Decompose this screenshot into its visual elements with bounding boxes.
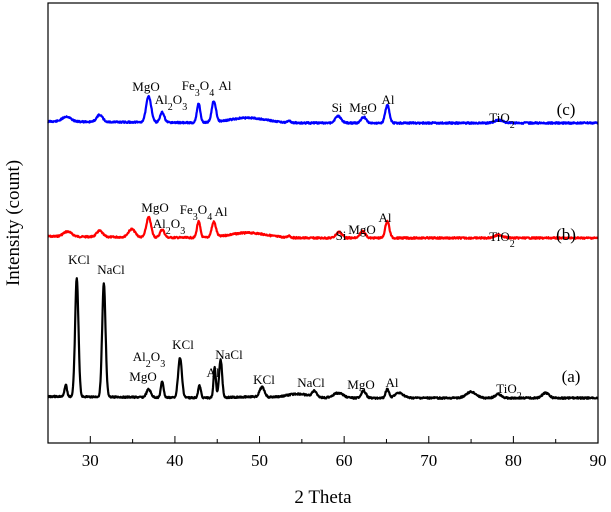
peak-label: MgO (348, 222, 375, 237)
peak-label: NaCl (97, 262, 125, 277)
plot-frame (47, 2, 599, 444)
peak-label: TiO2 (496, 381, 521, 402)
x-tick-label: 80 (505, 451, 522, 470)
peak-label: Al (382, 92, 395, 107)
series-label: (a) (562, 367, 581, 386)
series-layer (47, 94, 599, 400)
peak-label: Al2O3 (153, 216, 185, 237)
peak-label: Al (379, 210, 392, 225)
peak-label: MgO (141, 200, 168, 215)
peak-label: Si (336, 228, 347, 243)
peak-label: Al2O3 (155, 92, 187, 113)
x-tick-label: 60 (336, 451, 353, 470)
x-tick-label: 70 (420, 451, 437, 470)
peak-label: Si (332, 100, 343, 115)
x-tick-label: 50 (251, 451, 268, 470)
peak-label: MgO (347, 377, 374, 392)
series-line-0 (47, 277, 599, 400)
peak-label: Al (215, 204, 228, 219)
peak-label: Fe3O4 (182, 78, 214, 99)
peak-label: NaCl (215, 347, 243, 362)
peak-label: TiO2 (489, 229, 514, 250)
peak-label: TiO2 (489, 110, 514, 131)
series-line-2 (47, 94, 599, 125)
peak-label: Al2O3 (133, 349, 165, 370)
x-tick-label: 30 (82, 451, 99, 470)
y-axis-label: Intensity (count) (3, 160, 24, 286)
series-line-1 (47, 215, 599, 240)
x-tick-label: 90 (590, 451, 607, 470)
peak-label: Al (207, 365, 220, 380)
peak-label: Al (386, 375, 399, 390)
series-label: (b) (556, 225, 576, 244)
peak-label: MgO (129, 369, 156, 384)
peak-label: MgO (132, 79, 159, 94)
peak-label: MgO (349, 100, 376, 115)
series-label: (c) (557, 100, 576, 119)
peak-label: KCl (172, 337, 194, 352)
peak-label: NaCl (297, 375, 325, 390)
peak-label: KCl (253, 372, 275, 387)
peak-label: KCl (68, 252, 90, 267)
x-axis-label: 2 Theta (294, 487, 352, 508)
peak-label: Al (219, 78, 232, 93)
peak-label: Fe3O4 (180, 202, 212, 223)
x-tick-label: 40 (166, 451, 183, 470)
x-axis: 30 40 50 60 70 80 90 (47, 436, 607, 470)
